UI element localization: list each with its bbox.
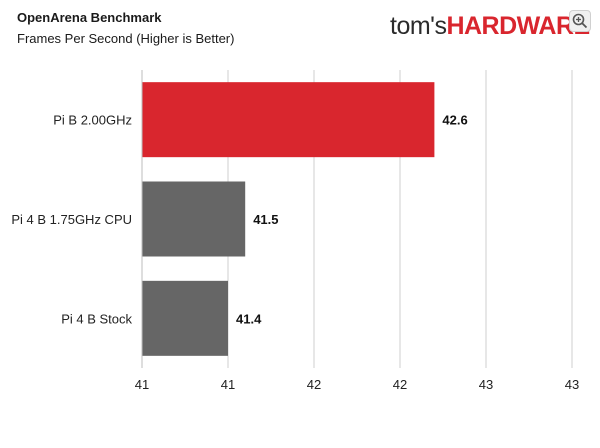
x-tick-label: 41 [135, 377, 149, 392]
category-label: Pi B 2.00GHz [53, 113, 132, 128]
category-label: Pi 4 B 1.75GHz CPU [11, 212, 132, 227]
x-tick-label: 41 [221, 377, 235, 392]
category-label: Pi 4 B Stock [61, 311, 132, 326]
x-tick-label: 42 [393, 377, 407, 392]
chart-title: OpenArena Benchmark [17, 10, 162, 25]
x-tick-label: 43 [565, 377, 579, 392]
chart-subtitle: Frames Per Second (Higher is Better) [17, 31, 235, 46]
x-tick-label: 42 [307, 377, 321, 392]
bar [142, 280, 228, 356]
x-tick-label: 43 [479, 377, 493, 392]
zoom-in-icon[interactable] [569, 10, 591, 32]
value-label: 41.4 [236, 311, 262, 326]
logo-prefix: tom's [390, 12, 447, 40]
value-label: 41.5 [253, 212, 278, 227]
toms-hardware-logo: tom'sHARDWARE [390, 14, 590, 39]
bar [142, 82, 435, 158]
logo-brand: HARDWARE [446, 12, 590, 40]
value-label: 42.6 [442, 113, 467, 128]
bar [142, 181, 246, 257]
